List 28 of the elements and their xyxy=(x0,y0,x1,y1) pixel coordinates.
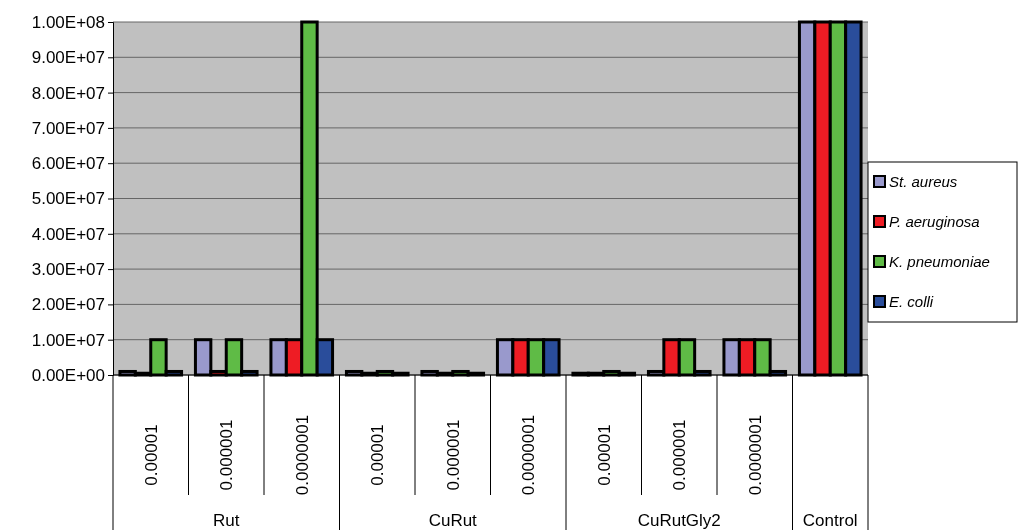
legend-label: St. aureus xyxy=(889,173,958,190)
y-tick-label: 7.00E+07 xyxy=(31,118,105,138)
y-tick-label: 3.00E+07 xyxy=(31,260,105,280)
x-tick-label: 0.000001 xyxy=(670,419,690,491)
text: Rut xyxy=(213,511,240,530)
y-tick-label: 2.00E+07 xyxy=(31,295,105,315)
y-tick-label: 4.00E+07 xyxy=(31,224,105,244)
x-tick-label: 0.00001 xyxy=(141,424,161,486)
y-tick-label: 0.00E+00 xyxy=(31,365,105,385)
x-tick-label: 0.000001 xyxy=(217,419,237,491)
x-tick-label: 0.00001 xyxy=(594,424,614,486)
text: CuRut xyxy=(428,511,478,530)
x-tick-label: 0.0000001 xyxy=(519,414,539,496)
legend-label: K. pneumoniae xyxy=(889,253,990,270)
text: CuRutGly2 xyxy=(637,511,721,530)
x-tick-label: 0.000001 xyxy=(443,419,463,491)
x-tick-label: 0.00001 xyxy=(368,424,388,486)
y-tick-label: 9.00E+07 xyxy=(31,48,105,68)
y-tick-label: 1.00E+08 xyxy=(31,12,105,32)
legend-label: E. colli xyxy=(889,293,934,310)
text: Control xyxy=(802,511,858,530)
x-tick-label: 0.0000001 xyxy=(745,414,765,496)
x-tick-label: 0.0000001 xyxy=(292,414,312,496)
legend-label: P. aeruginosa xyxy=(889,213,980,230)
y-tick-label: 1.00E+07 xyxy=(31,330,105,350)
y-tick-label: 6.00E+07 xyxy=(31,154,105,174)
y-tick-label: 8.00E+07 xyxy=(31,83,105,103)
y-tick-label: 5.00E+07 xyxy=(31,189,105,209)
